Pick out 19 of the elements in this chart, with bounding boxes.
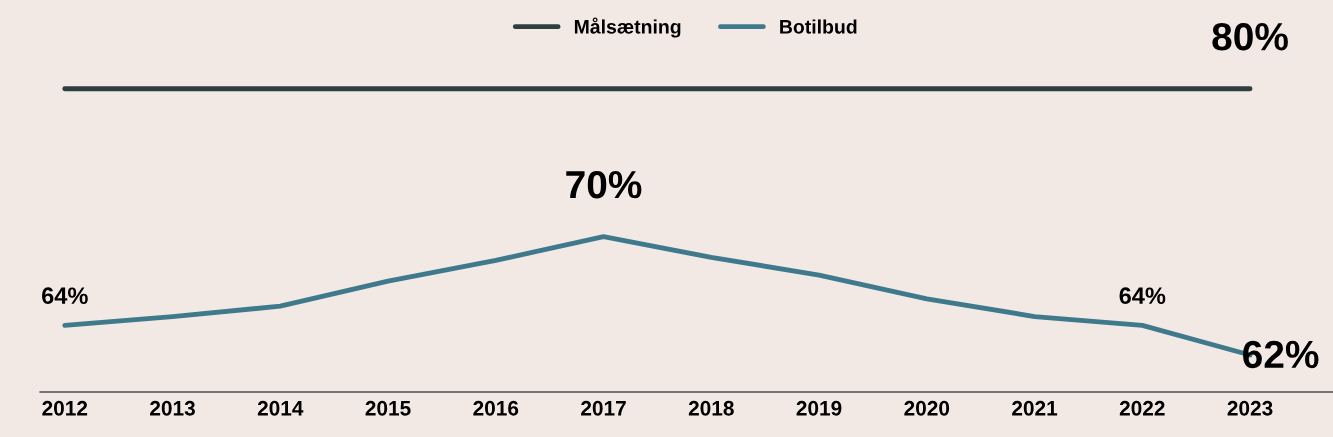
data-label: 70% — [566, 170, 642, 199]
x-tick-label: 2020 — [904, 400, 950, 416]
data-label: 64% — [1119, 287, 1166, 305]
legend-label: Botilbud — [780, 19, 857, 34]
x-tick-label: 2023 — [1227, 400, 1273, 416]
x-tick-label: 2017 — [581, 400, 626, 416]
data-label: 64% — [42, 287, 88, 305]
x-tick-label: 2012 — [42, 400, 88, 416]
x-tick-label: 2019 — [796, 400, 842, 416]
x-tick-label: 2022 — [1119, 400, 1165, 416]
legend-label: Målsætning — [574, 17, 681, 38]
x-tick-label: 2016 — [473, 400, 519, 416]
x-tick-label: 2018 — [688, 400, 734, 416]
x-tick-label: 2013 — [150, 400, 195, 416]
x-tick-label: 2021 — [1012, 400, 1058, 416]
x-tick-label: 2014 — [257, 400, 304, 416]
x-tick-label: 2015 — [365, 400, 411, 416]
data-label: 62% — [1243, 340, 1319, 369]
data-label: 80% — [1212, 22, 1288, 51]
